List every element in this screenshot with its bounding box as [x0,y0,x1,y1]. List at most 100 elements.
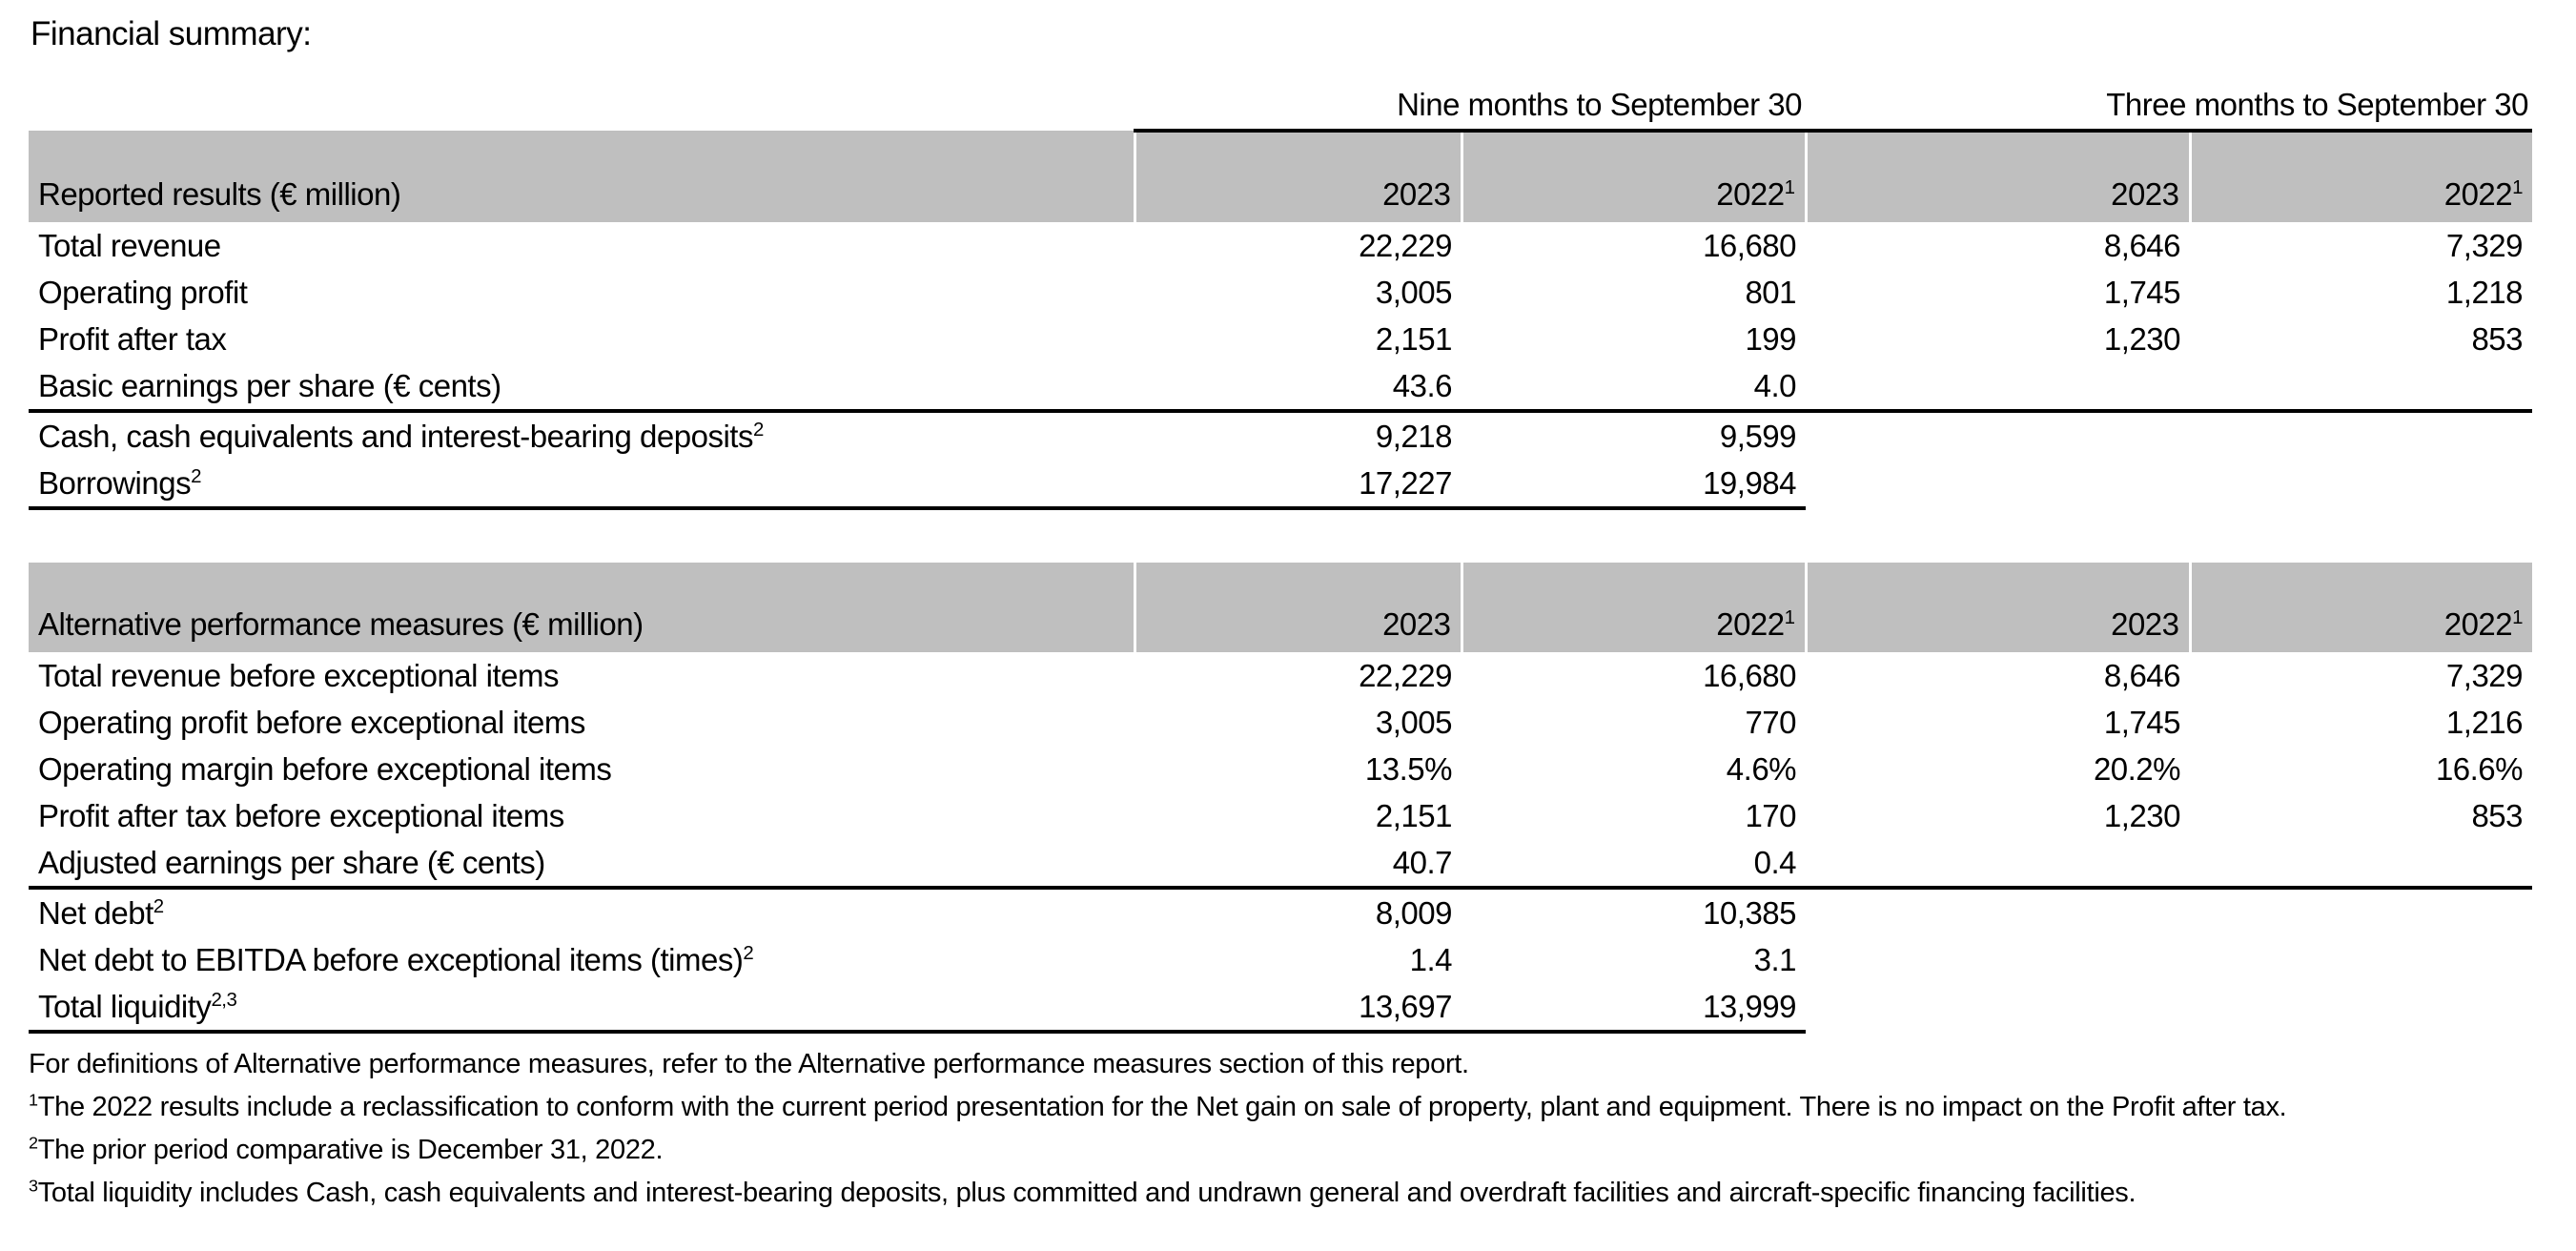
cell-value: 13.5% [1364,750,1453,787]
year-label: 2022 [2443,176,2513,212]
footnote-marker: 2 [752,418,764,441]
column-header-2022: 20221 [2188,131,2533,222]
section-header-reported-results: Reported results (€ million) 2023 20221 … [29,131,2533,222]
row-label: Basic earnings per share (€ cents) [29,362,1135,413]
cell-value: 801 [1745,274,1797,310]
cell-value: 1,230 [2103,797,2181,833]
footnote-marker: 2 [29,1133,38,1153]
section-header-label: Alternative performance measures (€ mill… [29,563,1135,652]
cell-value [1806,411,2190,460]
cell-value: 1,230 [2103,320,2181,357]
table-row: Adjusted earnings per share (€ cents) 40… [29,839,2533,890]
column-header-2023: 2023 [1133,563,1462,652]
year-label: 2023 [1382,606,1451,642]
table-row: Operating margin before exceptional item… [29,746,2532,792]
cell-value: 3.1 [1753,941,1797,977]
section-header-alternative-performance-measures: Alternative performance measures (€ mill… [29,563,2533,652]
cell-value: 0.4 [1462,839,1807,890]
column-header-2022: 20221 [2188,563,2533,652]
cell-value: 9,218 [1375,418,1453,454]
column-header-2022: 20221 [1460,563,1807,652]
footnote-marker: 1 [2512,176,2524,198]
row-label: Net debt to EBITDA before exceptional it… [38,941,754,977]
column-header-2023: 2023 [1133,131,1462,222]
footnote-marker: 2 [191,464,201,487]
period-header-nine-months: Nine months to September 30 [1135,67,1807,133]
cell-value [2190,362,2533,413]
cell-value [1806,362,2191,413]
cell-value: 7,329 [2445,657,2524,693]
cell-value: 199 [1745,320,1797,357]
cell-value: 1,745 [2103,704,2181,740]
cell-value: 19,984 [1462,460,1807,510]
footnote: For definitions of Alternative performan… [29,1043,2547,1086]
cell-value [2190,411,2532,460]
cell-value: 4.6% [1726,750,1797,787]
footnote-text: For definitions of Alternative performan… [29,1049,1469,1079]
cell-value: 1.4 [1409,941,1453,977]
row-label: Total liquidity2,3 [29,983,1135,1034]
table-row: Basic earnings per share (€ cents) 43.6 … [29,362,2533,413]
footnote-marker: 2 [743,941,754,964]
column-header-2023: 2023 [1804,131,2191,222]
financial-summary-table: Nine months to September 30 Three months… [29,67,2533,1034]
footnote-marker: 1 [29,1090,38,1110]
footnote-marker: 1 [2512,606,2524,628]
cell-value [1806,460,2190,508]
cell-value: 13,999 [1462,983,1807,1034]
table-row: Profit after tax before exceptional item… [29,792,2532,839]
year-label: 2023 [2111,176,2179,212]
page-title: Financial summary: [31,15,312,52]
cell-value [2190,460,2532,508]
table-row: Operating profit before exceptional item… [29,699,2532,746]
table-row: Cash, cash equivalents and interest-bear… [29,411,2532,460]
cell-value: 2,151 [1375,320,1453,357]
column-header-2022: 20221 [1460,131,1807,222]
cell-value: 2,151 [1375,797,1453,833]
year-label: 2023 [2111,606,2179,642]
footnote-marker: 1 [1784,176,1795,198]
row-label: Operating margin before exceptional item… [38,750,612,787]
cell-value [2190,888,2532,936]
table-row: Operating profit 3,005 801 1,745 1,218 [29,269,2532,316]
row-label: Profit after tax before exceptional item… [38,797,564,833]
cell-value: 3,005 [1375,704,1453,740]
row-label: Operating profit [38,274,248,310]
table-row: Total liquidity2,3 13,697 13,999 [29,983,2532,1034]
cell-value: 8,646 [2103,657,2181,693]
cell-value: 22,229 [1359,657,1452,693]
cell-value: 853 [2471,320,2524,357]
period-header-three-months: Three months to September 30 [1806,67,2533,133]
footnote-text: Total liquidity includes Cash, cash equi… [37,1178,2136,1208]
row-label: Profit after tax [38,320,227,357]
cell-value: 8,009 [1375,894,1453,931]
cell-value: 853 [2471,797,2524,833]
cell-value: 3,005 [1375,274,1453,310]
cell-value: 8,646 [2103,227,2181,263]
section-gap [29,508,2533,563]
table-row: Total revenue 22,229 16,680 8,646 7,329 [29,222,2532,269]
column-header-2023: 2023 [1804,563,2191,652]
table-row: Total revenue before exceptional items 2… [29,652,2532,699]
cell-value [2190,936,2532,983]
row-label: Total revenue [38,227,221,263]
row-label: Net debt2 [38,894,164,931]
period-header-spacer [29,67,1135,131]
footnotes: For definitions of Alternative performan… [29,1043,2547,1215]
cell-value: 1,218 [2445,274,2524,310]
table-row: Net debt to EBITDA before exceptional it… [29,936,2532,983]
row-label: Total revenue before exceptional items [38,657,560,693]
cell-value [1806,936,2190,983]
year-label: 2022 [2443,606,2513,642]
footnote-text: The 2022 results include a reclassificat… [37,1092,2287,1122]
cell-value [1806,888,2190,936]
cell-value: 7,329 [2445,227,2524,263]
footnote-marker: 2,3 [211,988,237,1011]
cell-value: 1,745 [2103,274,2181,310]
cell-value [1806,839,2191,890]
year-label: 2022 [1716,606,1785,642]
footnote-marker: 2 [153,894,164,917]
row-label: Operating profit before exceptional item… [38,704,585,740]
year-label: 2022 [1716,176,1785,212]
